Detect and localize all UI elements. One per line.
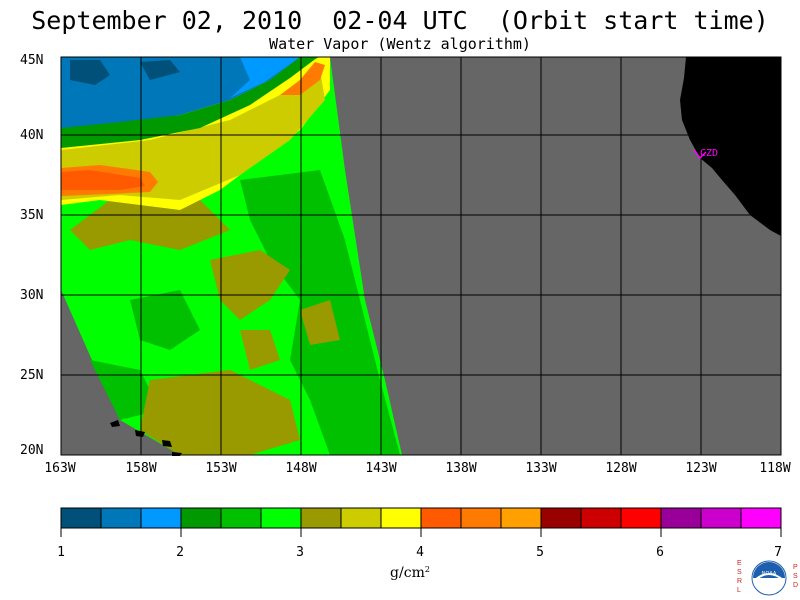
map-frame xyxy=(60,56,782,456)
colorbar-segment-12 xyxy=(500,507,542,529)
colorbar-segment-3 xyxy=(140,507,182,529)
swath-olive-1 xyxy=(210,250,290,320)
units-exponent: 2 xyxy=(424,565,430,574)
colorbar-segment-1 xyxy=(60,507,102,529)
swath-green-fringe xyxy=(61,57,318,148)
colorbar-segment-16 xyxy=(660,507,702,529)
colorbar-tick-5: 5 xyxy=(536,545,544,560)
lon-label-133w: 133W xyxy=(525,461,557,476)
colorbar-segment-8 xyxy=(340,507,382,529)
colorbar-tick-3: 3 xyxy=(296,545,304,560)
land-hawaii-1 xyxy=(110,420,120,427)
colorbar xyxy=(60,507,782,537)
lon-label-128w: 128W xyxy=(605,461,637,476)
logo-letter-p: P xyxy=(793,564,798,571)
lat-label-20: 20N xyxy=(20,443,44,458)
lon-label-123w: 123W xyxy=(685,461,717,476)
station-label: CZD xyxy=(700,148,718,159)
colorbar-segment-9 xyxy=(380,507,422,529)
swath-dry-dark-blue xyxy=(70,60,180,85)
units-base: g/cm xyxy=(390,565,425,581)
colorbar-tick-7: 7 xyxy=(774,545,782,560)
logo-letter-d: D xyxy=(793,582,799,589)
esrl-psd-logo: E S R L NOAA P S D xyxy=(735,558,799,598)
lat-label-25: 25N xyxy=(20,368,44,383)
lon-label-153w: 153W xyxy=(205,461,237,476)
water-vapor-map: CZD xyxy=(60,56,782,456)
swath-dark-green-2 xyxy=(90,290,200,420)
colorbar-units: g/cm2 xyxy=(380,565,440,581)
colorbar-segment-15 xyxy=(620,507,662,529)
lon-label-148w: 148W xyxy=(285,461,317,476)
lat-label-30: 30N xyxy=(20,288,44,303)
logo-letter-e: E xyxy=(737,560,742,567)
land-california xyxy=(680,57,781,236)
station-marker xyxy=(693,149,707,160)
swath-orange-top xyxy=(280,62,325,95)
swath-olive-3 xyxy=(70,200,230,250)
logo-letter-l: L xyxy=(737,587,741,594)
colorbar-segment-2 xyxy=(100,507,142,529)
map-subtitle: Water Vapor (Wentz algorithm) xyxy=(269,35,531,53)
colorbar-segment-14 xyxy=(580,507,622,529)
lon-label-138w: 138W xyxy=(445,461,477,476)
colorbar-segment-11 xyxy=(460,507,502,529)
map-grid xyxy=(61,57,781,455)
lon-label-163w: 163W xyxy=(44,461,76,476)
colorbar-segment-13 xyxy=(540,507,582,529)
lat-label-45: 45N xyxy=(20,53,44,68)
colorbar-segment-10 xyxy=(420,507,462,529)
lat-label-40: 40N xyxy=(20,128,44,143)
logo-letter-s2: S xyxy=(793,573,798,580)
lon-label-143w: 143W xyxy=(365,461,397,476)
colorbar-segment-18 xyxy=(740,507,782,529)
colorbar-tick-1: 1 xyxy=(57,545,65,560)
lon-label-118w: 118W xyxy=(759,461,791,476)
noaa-logo-icon: NOAA xyxy=(751,560,787,596)
colorbar-tick-4: 4 xyxy=(416,545,424,560)
colorbar-segment-7 xyxy=(300,507,342,529)
colorbar-segment-5 xyxy=(220,507,262,529)
colorbar-segment-6 xyxy=(260,507,302,529)
map-title: September 02, 2010 02-04 UTC (Orbit star… xyxy=(31,6,769,35)
colorbar-segment-4 xyxy=(180,507,222,529)
land-hawaii-3 xyxy=(162,440,172,447)
swath-dry-blue xyxy=(61,57,300,128)
land-hawaii-2 xyxy=(135,430,145,437)
swath-olive-2 xyxy=(140,370,300,455)
logo-letter-r: R xyxy=(737,578,743,585)
logo-letter-s: S xyxy=(737,569,742,576)
colorbar-tick-6: 6 xyxy=(656,545,664,560)
noaa-logo-text: NOAA xyxy=(762,571,777,577)
colorbar-tick-2: 2 xyxy=(176,545,184,560)
swath-red-band xyxy=(61,170,145,190)
lon-label-158w: 158W xyxy=(125,461,157,476)
swath-olive-4 xyxy=(240,300,340,370)
swath-dry-blue-light xyxy=(230,57,300,98)
lat-label-35: 35N xyxy=(20,208,44,223)
colorbar-segment-17 xyxy=(700,507,742,529)
